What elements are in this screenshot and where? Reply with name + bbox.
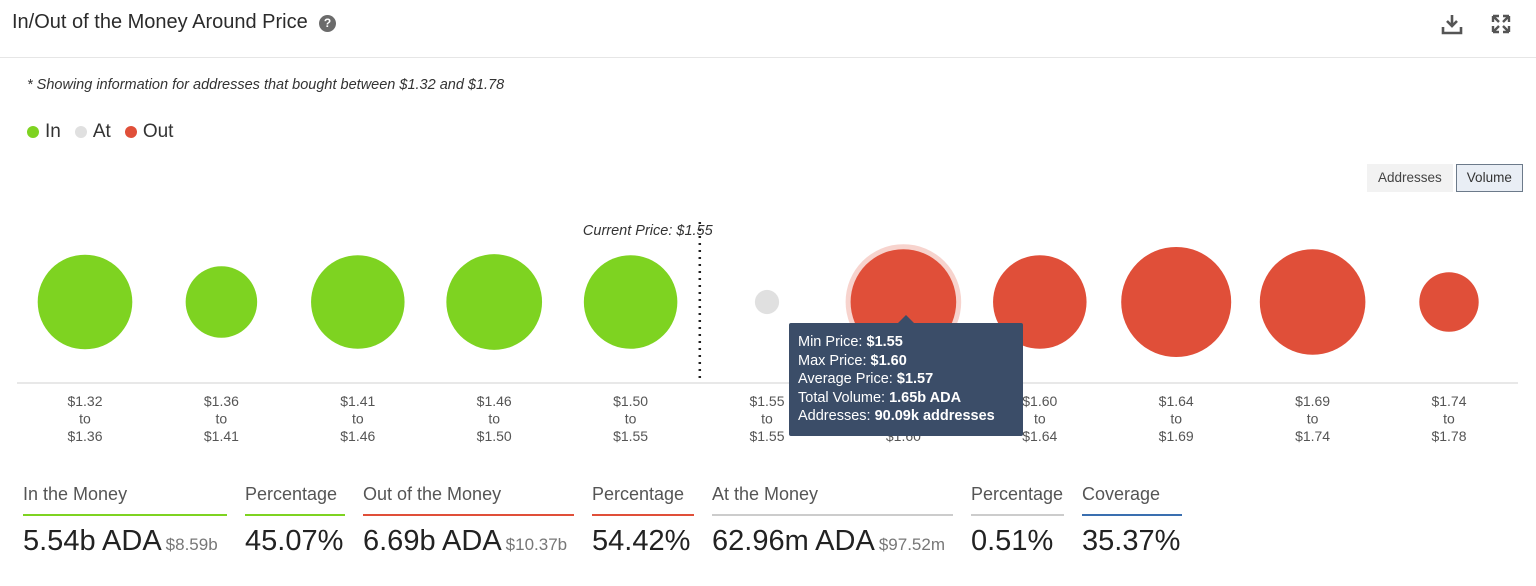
tick-label: $1.55 <box>749 428 784 444</box>
stat-value: 35.37% <box>1082 525 1181 557</box>
bubble-chart: $1.32to$1.36$1.36to$1.41$1.41to$1.46$1.4… <box>17 222 1518 444</box>
summary-stats: In the Money 5.54b ADA $8.59b Percentage … <box>0 484 1536 574</box>
stat-label: Percentage <box>245 484 345 516</box>
tick-label: to <box>352 411 364 427</box>
tick-label: to <box>1034 411 1046 427</box>
tooltip-avg: Average Price: $1.57 <box>798 371 934 387</box>
tick-label: to <box>1443 411 1455 427</box>
tick-label: $1.36 <box>67 428 102 444</box>
stat-value: 5.54b ADA $8.59b <box>23 525 218 557</box>
tick-label: $1.50 <box>477 428 512 444</box>
bubble-in[interactable] <box>446 254 543 350</box>
bucket-tooltip: Min Price: $1.55 Max Price: $1.60 Averag… <box>789 323 1023 436</box>
question-circle-icon[interactable]: ? <box>319 15 336 32</box>
stat-at-the-money: At the Money 62.96m ADA $97.52m <box>712 484 953 558</box>
tick-label: $1.41 <box>204 428 239 444</box>
tooltip-min: Min Price: $1.55 <box>798 334 903 350</box>
stat-value: 54.42% <box>592 525 691 557</box>
tick-label: to <box>625 411 637 427</box>
bubble-out[interactable] <box>1121 247 1232 357</box>
header: In/Out of the Money Around Price ? <box>0 0 1536 58</box>
stat-coverage: Coverage 35.37% <box>1082 484 1182 558</box>
stat-out-of-the-money: Out of the Money 6.69b ADA $10.37b <box>363 484 574 558</box>
expand-icon[interactable] <box>1489 12 1513 36</box>
tick-label: $1.32 <box>67 393 102 409</box>
stat-label: Coverage <box>1082 484 1182 516</box>
bubble-in[interactable] <box>583 255 678 349</box>
tooltip-volume: Total Volume: 1.65b ADA <box>798 389 962 406</box>
tick-label: to <box>216 411 228 427</box>
legend-dot-at <box>74 126 87 138</box>
stat-label: At the Money <box>712 484 953 516</box>
legend-item-at[interactable]: At <box>74 121 111 143</box>
stat-out-percentage: Percentage 54.42% <box>592 484 694 558</box>
tooltip-max: Max Price: $1.60 <box>798 352 907 369</box>
volume-button[interactable]: Volume <box>1455 164 1523 192</box>
legend-label-out: Out <box>142 121 174 142</box>
legend-label-in: In <box>45 121 61 142</box>
stat-value: 0.51% <box>971 525 1054 557</box>
tick-label: $1.55 <box>613 428 648 444</box>
bubble-out[interactable] <box>1419 272 1479 332</box>
stat-label: In the Money <box>23 484 227 516</box>
tick-label: $1.69 <box>1295 393 1330 409</box>
stat-value: 6.69b ADA $10.37b <box>363 525 568 557</box>
bubble-in[interactable] <box>185 266 258 338</box>
tick-label: $1.60 <box>1022 393 1057 409</box>
tick-label: to <box>488 411 500 427</box>
legend-item-in[interactable]: In <box>27 121 61 143</box>
tick-label: $1.36 <box>204 393 239 409</box>
tick-label: $1.55 <box>749 393 784 409</box>
tick-label: to <box>79 411 91 427</box>
stat-label: Percentage <box>971 484 1064 516</box>
stat-at-percentage: Percentage 0.51% <box>971 484 1064 558</box>
bubble-at[interactable] <box>754 289 780 315</box>
tick-label: $1.74 <box>1295 428 1330 444</box>
legend-label-at: At <box>92 121 111 142</box>
tick-label: $1.46 <box>340 428 375 444</box>
tick-label: $1.69 <box>1159 428 1194 444</box>
legend: In At Out <box>27 121 173 143</box>
bubble-in[interactable] <box>311 255 405 349</box>
tooltip-arrow <box>898 315 914 323</box>
tooltip-addresses: Addresses: 90.09k addresses <box>798 408 995 424</box>
legend-dot-in <box>27 126 39 138</box>
tick-label: $1.50 <box>613 393 648 409</box>
stat-in-percentage: Percentage 45.07% <box>245 484 345 558</box>
addresses-button[interactable]: Addresses <box>1367 164 1453 192</box>
stat-in-the-money: In the Money 5.54b ADA $8.59b <box>23 484 227 558</box>
tick-label: to <box>761 411 773 427</box>
legend-item-out[interactable]: Out <box>124 121 174 143</box>
download-icon[interactable] <box>1440 12 1464 36</box>
page-title: In/Out of the Money Around Price <box>12 11 308 33</box>
bubble-out[interactable] <box>1259 249 1366 355</box>
bubble-in[interactable] <box>37 254 133 350</box>
current-price-label: Current Price: $1.55 <box>583 223 714 239</box>
stat-label: Percentage <box>592 484 694 516</box>
tick-label: to <box>1170 411 1182 427</box>
tick-label: $1.74 <box>1431 393 1466 409</box>
range-note: * Showing information for addresses that… <box>27 77 505 93</box>
stat-value: 62.96m ADA $97.52m <box>712 525 945 557</box>
tick-label: $1.46 <box>477 393 512 409</box>
tick-label: $1.41 <box>340 393 375 409</box>
tick-label: to <box>1307 411 1319 427</box>
tick-label: $1.64 <box>1022 428 1057 444</box>
stat-label: Out of the Money <box>363 484 574 516</box>
tick-label: $1.64 <box>1159 393 1194 409</box>
stat-value: 45.07% <box>245 525 344 557</box>
metric-toggle: Addresses Volume <box>1367 164 1523 192</box>
legend-dot-out <box>124 126 137 138</box>
tick-label: $1.78 <box>1431 428 1466 444</box>
